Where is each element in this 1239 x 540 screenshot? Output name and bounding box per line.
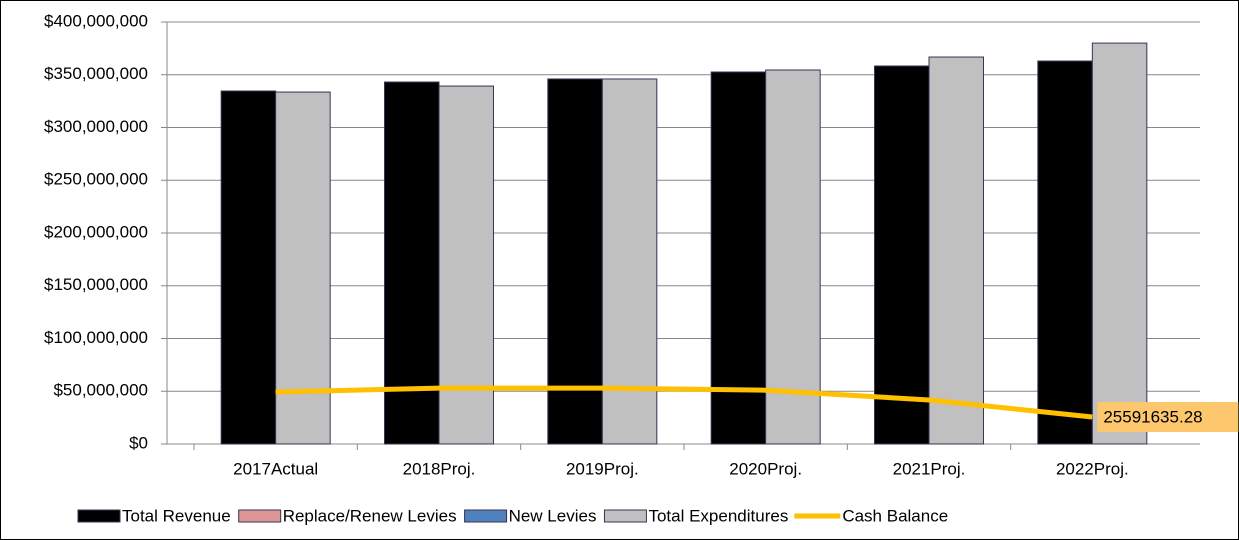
legend-label: Total Expenditures xyxy=(648,506,788,525)
x-tick-label: 2021Proj. xyxy=(893,459,966,478)
y-tick-label: $350,000,000 xyxy=(44,64,148,83)
bar xyxy=(928,56,984,445)
bar xyxy=(765,69,821,445)
bar xyxy=(1037,60,1093,445)
bar xyxy=(220,90,277,445)
line xyxy=(275,385,1093,420)
x-tick-label: 2019Proj. xyxy=(566,459,639,478)
legend-swatch xyxy=(77,509,121,523)
bar xyxy=(438,85,494,445)
bar xyxy=(1091,42,1148,445)
x-tick-label: 2018Proj. xyxy=(403,459,476,478)
legend-label: New Levies xyxy=(509,506,597,525)
x-tick-label: 2020Proj. xyxy=(729,459,802,478)
bar xyxy=(710,71,767,445)
legend-swatch xyxy=(603,509,647,523)
y-tick-label: $300,000,000 xyxy=(44,117,148,136)
y-tick-label: $50,000,000 xyxy=(53,381,148,400)
legend-swatch xyxy=(238,509,282,523)
y-tick-label: $200,000,000 xyxy=(44,222,148,241)
y-tick-label: $100,000,000 xyxy=(44,328,148,347)
legend: Total Revenue Replace/Renew Levies New Lev… xyxy=(77,506,948,525)
bar xyxy=(874,65,930,445)
bar xyxy=(384,81,440,445)
y-tick-label: $0 xyxy=(129,433,148,452)
y-tick-label: $150,000,000 xyxy=(44,275,148,294)
legend-swatch xyxy=(464,509,508,523)
x-tick-label: 2022Proj. xyxy=(1056,459,1129,478)
legend-label: Total Revenue xyxy=(122,506,231,525)
x-tick-label: 2017Actual xyxy=(233,459,318,478)
y-tick-label: $250,000,000 xyxy=(44,170,148,189)
y-tick-label: $400,000,000 xyxy=(44,11,148,30)
data-label: 25591635.28 xyxy=(1103,407,1202,426)
legend-label: Cash Balance xyxy=(842,506,948,525)
data-label-box xyxy=(1097,402,1239,433)
bar xyxy=(275,91,331,445)
bar xyxy=(547,78,603,445)
bar xyxy=(601,78,658,445)
legend-label: Replace/Renew Levies xyxy=(283,506,457,525)
